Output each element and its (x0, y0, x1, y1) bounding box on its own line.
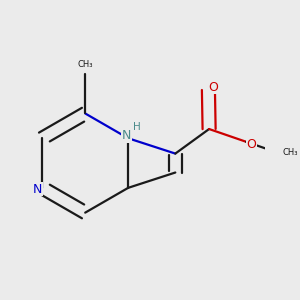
Text: O: O (209, 81, 219, 94)
Text: N: N (33, 183, 42, 196)
Text: H: H (133, 122, 140, 131)
Text: N: N (122, 129, 131, 142)
Text: O: O (246, 138, 256, 151)
Text: CH₃: CH₃ (77, 60, 93, 69)
Text: CH₃: CH₃ (282, 148, 298, 157)
